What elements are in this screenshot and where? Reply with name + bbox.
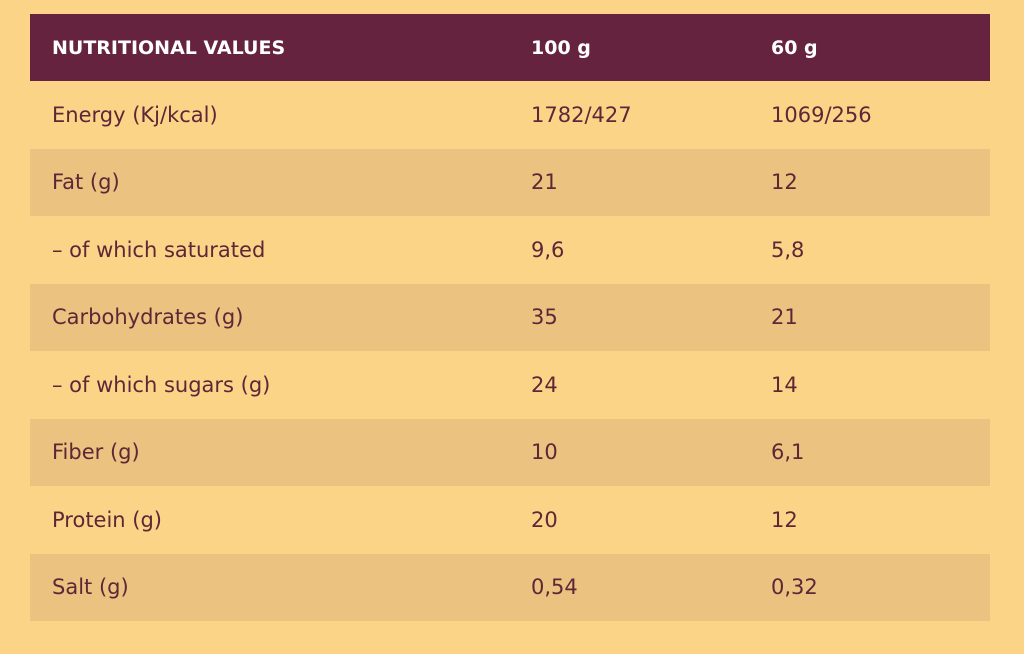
table-row: Fat (g) 21 12 — [30, 148, 990, 216]
table-row: Carbohydrates (g) 35 21 — [30, 283, 990, 351]
header-cell: NUTRITIONAL VALUES — [52, 36, 286, 59]
table-row: Protein (g) 20 12 — [30, 486, 990, 554]
table-cell: – of which sugars (g) — [52, 372, 271, 397]
table-cell: 9,6 — [531, 237, 565, 262]
table-cell: Protein (g) — [52, 507, 163, 532]
table-cell: 10 — [531, 440, 558, 465]
table-row: Salt (g) 0,54 0,32 — [30, 553, 990, 621]
table-cell: 21 — [771, 305, 798, 330]
table-cell: – of which saturated — [52, 237, 266, 262]
table-cell: 5,8 — [771, 237, 805, 262]
table-cell: Fat (g) — [52, 170, 120, 195]
table-cell: 21 — [531, 170, 558, 195]
table-cell: 12 — [771, 170, 798, 195]
header-cell: 100 g — [531, 36, 591, 59]
table-cell: 20 — [531, 507, 558, 532]
table-cell: Energy (Kj/kcal) — [52, 102, 218, 127]
table-cell: 24 — [531, 372, 558, 397]
table-cell: 1069/256 — [771, 102, 872, 127]
table-cell: 0,54 — [531, 575, 578, 600]
table-cell: Fiber (g) — [52, 440, 140, 465]
table-cell: 12 — [771, 507, 798, 532]
table-cell: Salt (g) — [52, 575, 129, 600]
table-cell: 0,32 — [771, 575, 818, 600]
table-cell: 35 — [531, 305, 558, 330]
table-cell: 14 — [771, 372, 798, 397]
table-cell: Carbohydrates (g) — [52, 305, 244, 330]
table-cell: 6,1 — [771, 440, 805, 465]
header-cell: 60 g — [771, 36, 818, 59]
table-row: – of which sugars (g) 24 14 — [30, 351, 990, 419]
table-row: – of which saturated 9,6 5,8 — [30, 216, 990, 284]
table-row: Energy (Kj/kcal) 1782/427 1069/256 — [30, 81, 990, 149]
nutrition-table: NUTRITIONAL VALUES 100 g 60 g Energy (Kj/kc… — [30, 14, 990, 621]
header-row: NUTRITIONAL VALUES 100 g 60 g — [30, 14, 990, 81]
table-row: Fiber (g) 10 6,1 — [30, 418, 990, 486]
table-cell: 1782/427 — [531, 102, 632, 127]
